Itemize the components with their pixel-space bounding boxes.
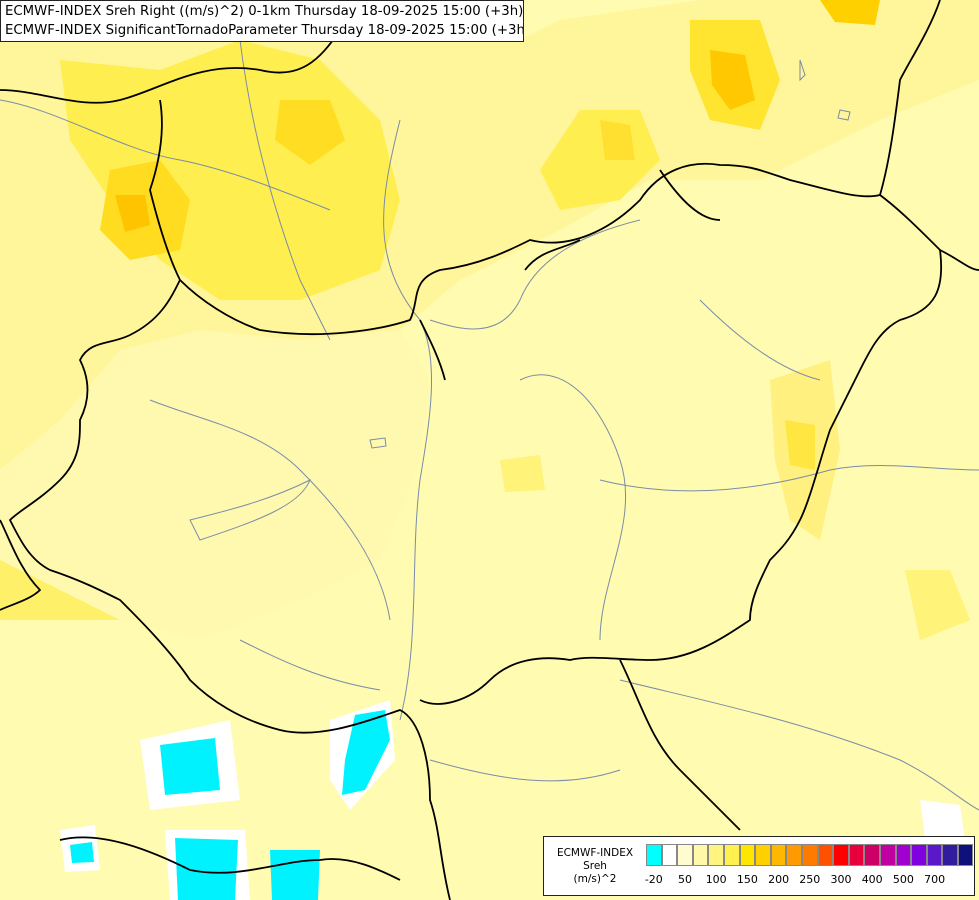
legend-swatch — [677, 844, 693, 866]
rivers — [0, 39, 979, 811]
legend-swatch — [879, 844, 896, 866]
legend-swatch — [755, 844, 771, 866]
legend-label-line1: ECMWF-INDEX — [556, 847, 634, 859]
legend-swatch — [786, 844, 802, 866]
legend-tick-label: 150 — [736, 873, 758, 886]
map-title-line2: ECMWF-INDEX SignificantTornadoParameter … — [5, 22, 524, 38]
legend-swatch — [911, 844, 927, 866]
legend-label: ECMWF-INDEX Sreh (m/s)^2 — [548, 847, 642, 886]
legend-swatch — [942, 844, 958, 866]
legend-label-line3: (m/s)^2 — [573, 873, 617, 885]
legend-swatch — [848, 844, 865, 866]
legend-tick-label: 100 — [705, 873, 727, 886]
legend-swatch — [817, 844, 834, 866]
legend-ticks: -20 50 100 150 200 250 300 400 500 700 — [644, 873, 972, 887]
legend-swatch — [833, 844, 849, 866]
map-title-box: ECMWF-INDEX Sreh Right ((m/s)^2) 0-1km T… — [0, 0, 524, 42]
legend-tick-label: 200 — [768, 873, 790, 886]
legend-swatch — [708, 844, 724, 866]
legend-swatch — [801, 844, 818, 866]
negative-sreh-areas — [60, 700, 965, 900]
legend-swatch — [739, 844, 756, 866]
legend-swatch — [646, 844, 662, 866]
legend-tick-label: 500 — [892, 873, 914, 886]
legend-tick-label: 250 — [799, 873, 821, 886]
legend-swatch — [723, 844, 740, 866]
legend-tick-label: -20 — [644, 873, 663, 886]
legend-swatch — [926, 844, 943, 866]
legend-tick-label: 400 — [861, 873, 883, 886]
legend-swatch — [661, 844, 678, 866]
legend-swatch — [770, 844, 787, 866]
legend-swatches — [646, 844, 974, 866]
legend-swatch — [692, 844, 709, 866]
legend-swatch — [895, 844, 912, 866]
legend-tick-label: 50 — [678, 873, 692, 886]
color-legend: ECMWF-INDEX Sreh (m/s)^2 -20 50 100 150 200 2… — [543, 836, 975, 896]
map-title-line1: ECMWF-INDEX Sreh Right ((m/s)^2) 0-1km T… — [5, 4, 524, 19]
legend-label-line2: Sreh — [583, 860, 607, 872]
legend-swatch — [864, 844, 880, 866]
legend-tick-label: 300 — [830, 873, 852, 886]
legend-tick-label: 700 — [924, 873, 946, 886]
legend-swatch — [957, 844, 974, 866]
